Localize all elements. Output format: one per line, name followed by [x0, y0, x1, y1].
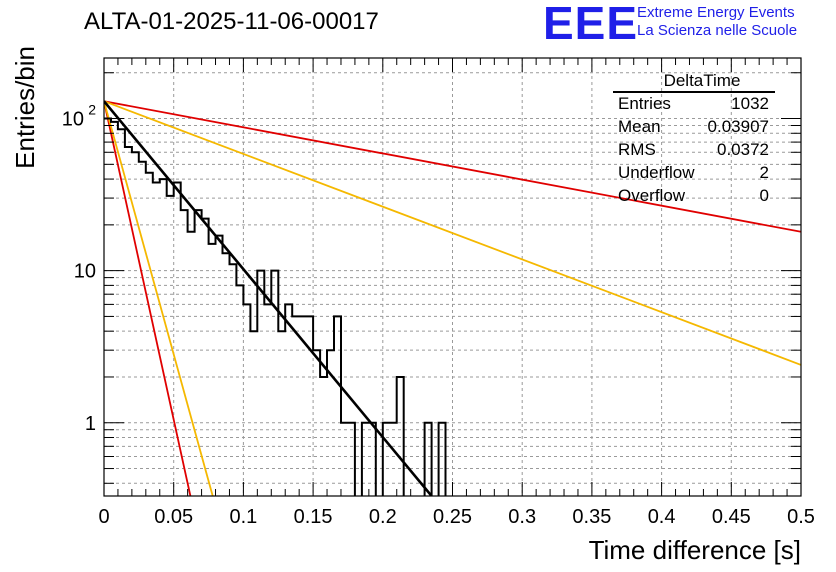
- stats-value: 0.03907: [708, 117, 769, 136]
- stats-label: Underflow: [618, 163, 695, 182]
- y-tick-label: 1: [85, 413, 96, 435]
- chart-title: ALTA-01-2025-11-06-00017: [84, 8, 379, 35]
- series-line-0: [104, 100, 433, 496]
- stats-value: 0: [760, 186, 769, 205]
- x-tick-label: 0.25: [433, 506, 472, 528]
- x-tick-label: 0.5: [787, 506, 815, 528]
- x-tick-label: 0.1: [229, 506, 257, 528]
- logo-line-2: La Scienza nelle Scuole: [637, 22, 798, 39]
- label-layer: 0 0.05 0.1 0.15 0.2 0.25 0.3 0.35 0.4 0.45 0.5 1 10 1…: [10, 46, 815, 565]
- series-line-2: [104, 100, 801, 366]
- series-line-3: [104, 101, 192, 496]
- x-axis-title: Time difference [s]: [589, 535, 801, 565]
- y-tick-label: 10: [74, 261, 96, 283]
- stats-label: Entries: [618, 94, 671, 113]
- series-line-1: [104, 100, 801, 233]
- stats-value: 2: [760, 163, 769, 182]
- stats-label: Overflow: [618, 186, 686, 205]
- stats-label: Mean: [618, 117, 661, 136]
- series-line-4: [104, 100, 214, 496]
- grid-layer: [104, 58, 801, 496]
- stats-title: DeltaTime: [664, 71, 741, 90]
- y-tick-label: 10: [62, 109, 84, 131]
- x-tick-label: 0.45: [712, 506, 751, 528]
- series-layer: [104, 100, 801, 496]
- stats-label: RMS: [618, 140, 656, 159]
- stats-box: DeltaTime Entries 1032 Mean 0.03907 RMS 0.0372…: [613, 71, 775, 205]
- eee-logo: EEE: [543, 0, 639, 49]
- y-axis-title: Entries/bin: [10, 46, 40, 169]
- histogram-outline: [104, 117, 447, 496]
- x-tick-label: 0: [98, 506, 109, 528]
- y-tick-exponent: 2: [88, 102, 96, 118]
- histogram-layer: [104, 100, 447, 496]
- tick-layer: [103, 58, 802, 496]
- x-tick-label: 0.3: [508, 506, 536, 528]
- logo-line-1: Extreme Energy Events: [637, 4, 795, 21]
- x-tick-label: 0.15: [294, 506, 333, 528]
- x-tick-label: 0.2: [369, 506, 397, 528]
- x-tick-label: 0.05: [154, 506, 193, 528]
- x-tick-label: 0.4: [648, 506, 676, 528]
- stats-value: 0.0372: [717, 140, 769, 159]
- stats-value: 1032: [731, 94, 769, 113]
- x-tick-label: 0.35: [572, 506, 611, 528]
